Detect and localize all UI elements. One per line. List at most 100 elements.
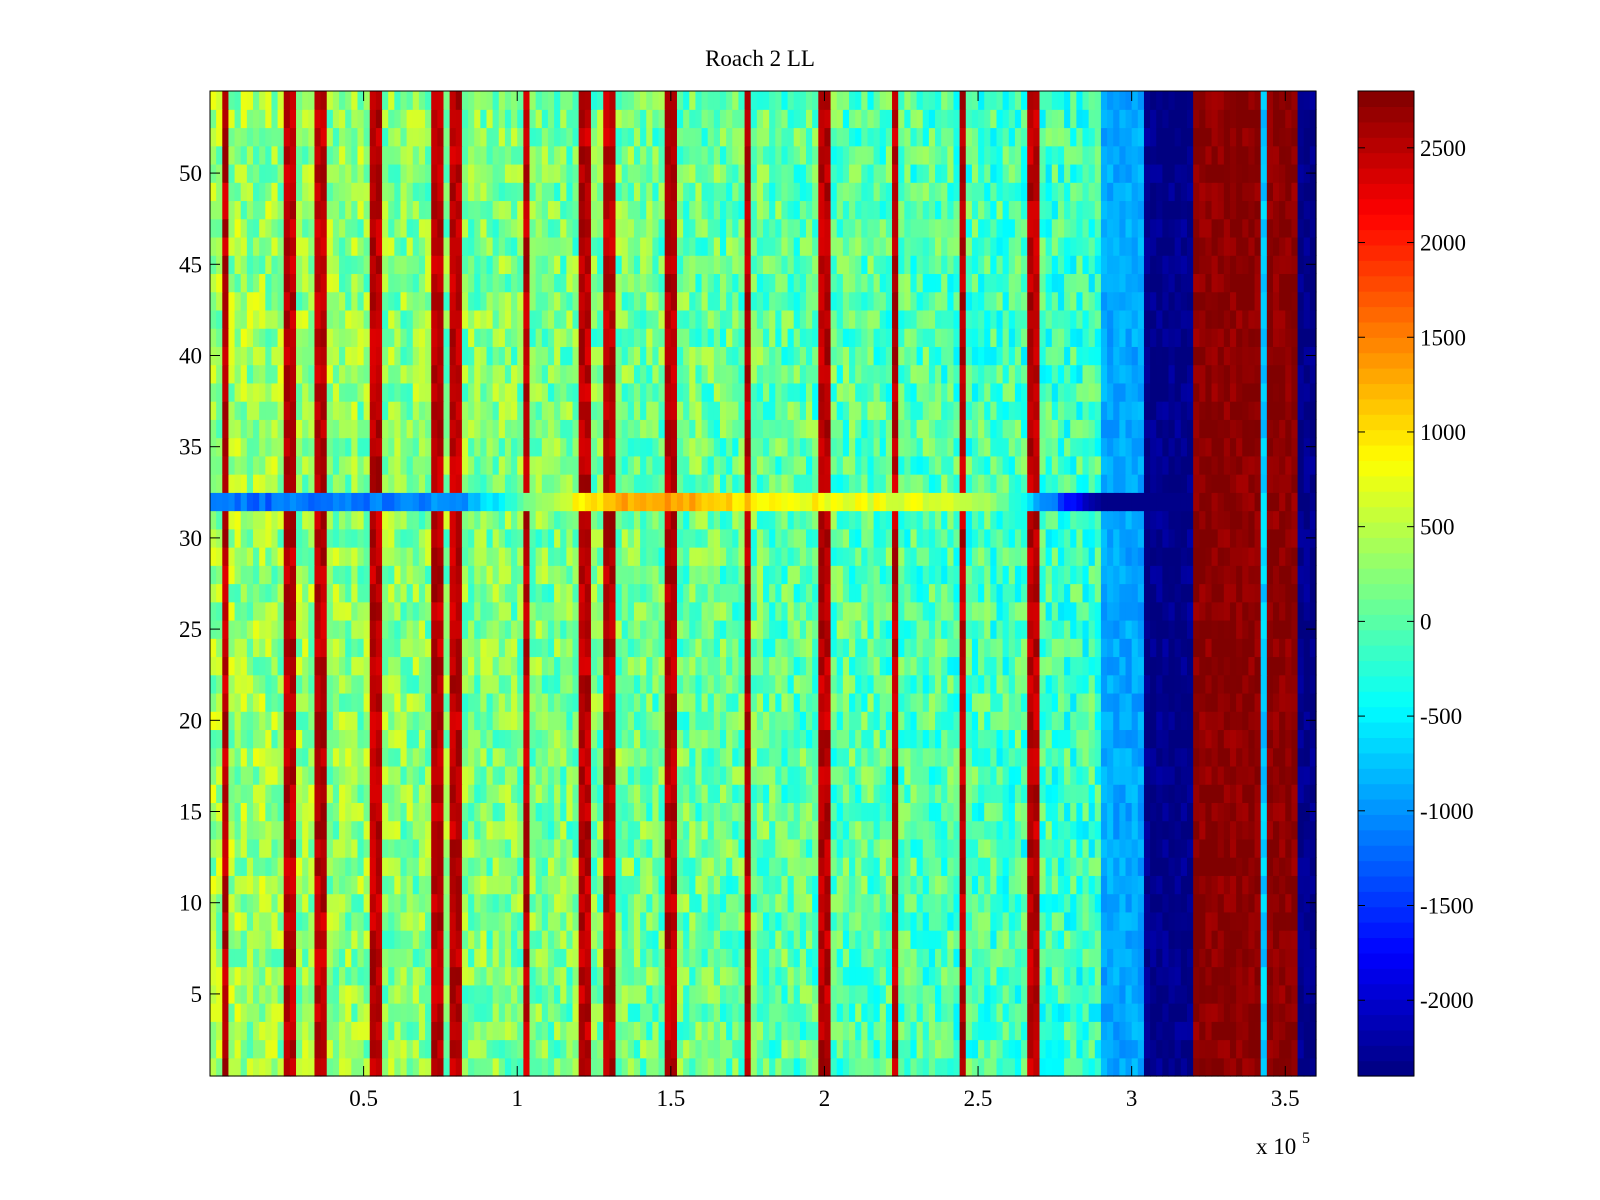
heatmap-cell (1088, 619, 1096, 639)
heatmap-cell (1229, 838, 1237, 858)
heatmap-cell (1205, 911, 1213, 931)
heatmap-cell (904, 619, 912, 639)
heatmap-cell (928, 1039, 936, 1059)
heatmap-cell (253, 656, 260, 676)
heatmap-cell (240, 857, 248, 876)
heatmap-cell (1082, 729, 1090, 749)
heatmap-cell (830, 1057, 838, 1077)
heatmap-cell (572, 1057, 580, 1077)
heatmap-cell (529, 729, 537, 749)
heatmap-cell (431, 1057, 438, 1077)
heatmap-cell (547, 692, 555, 712)
heatmap-cell (1174, 911, 1182, 931)
heatmap-cell (1186, 1039, 1194, 1059)
heatmap-cell (916, 911, 924, 931)
heatmap-cell (603, 711, 610, 731)
heatmap-cell (1168, 857, 1176, 876)
heatmap-cell (597, 565, 604, 585)
heatmap-cell (523, 729, 531, 749)
heatmap-cell (652, 984, 660, 1004)
heatmap-cell (1180, 729, 1188, 749)
heatmap-cell (597, 1021, 604, 1041)
heatmap-cell (910, 656, 918, 676)
heatmap-cell (799, 711, 807, 731)
heatmap-cell (1199, 747, 1206, 767)
heatmap-cell (849, 601, 856, 621)
heatmap-cell (1266, 857, 1274, 876)
heatmap-cell (1279, 930, 1286, 949)
heatmap-cell (1217, 619, 1225, 639)
heatmap-cell (732, 857, 740, 876)
heatmap-cell (910, 1039, 918, 1059)
heatmap-cell (1033, 583, 1041, 603)
heatmap-cell (1070, 838, 1077, 858)
heatmap-cell (474, 820, 481, 840)
heatmap-cell (394, 674, 402, 694)
heatmap-cell (535, 930, 543, 949)
heatmap-cell (1094, 1003, 1102, 1022)
heatmap-cell (1051, 893, 1059, 913)
heatmap-cell (793, 820, 801, 840)
heatmap-cell (529, 893, 537, 913)
heatmap-cell (1008, 893, 1016, 913)
heatmap-cell (824, 1057, 832, 1077)
heatmap-cell (1150, 729, 1157, 749)
heatmap-cell (873, 1057, 881, 1077)
heatmap-cell (271, 619, 279, 639)
heatmap-cell (726, 893, 733, 913)
heatmap-cell (806, 729, 813, 749)
heatmap-cell (1057, 674, 1065, 694)
heatmap-cell (234, 1003, 242, 1022)
heatmap-cell (799, 784, 807, 803)
heatmap-cell (455, 656, 463, 676)
heatmap-cell (277, 729, 285, 749)
heatmap-cell (1051, 802, 1059, 822)
heatmap-cell (898, 948, 905, 968)
heatmap-cell (418, 619, 426, 639)
heatmap-cell (578, 583, 586, 603)
heatmap-cell (1303, 911, 1311, 931)
heatmap-cell (443, 984, 451, 1004)
heatmap-cell (1002, 583, 1010, 603)
heatmap-cell (560, 729, 567, 749)
heatmap-cell (1223, 656, 1231, 676)
heatmap-cell (1260, 747, 1268, 767)
heatmap-cell (904, 838, 912, 858)
heatmap-cell (308, 1039, 316, 1059)
heatmap-cell (1131, 802, 1139, 822)
heatmap-cell (904, 930, 912, 949)
heatmap-cell (1027, 1057, 1034, 1077)
heatmap-cell (351, 984, 359, 1004)
heatmap-cell (775, 838, 783, 858)
heatmap-cell (1113, 1003, 1120, 1022)
heatmap-cell (898, 674, 905, 694)
heatmap-cell (1057, 820, 1065, 840)
heatmap-cell (425, 966, 432, 986)
heatmap-cell (756, 857, 764, 876)
heatmap-cell (1021, 765, 1028, 785)
heatmap-cell (879, 583, 887, 603)
heatmap-cell (1193, 601, 1200, 621)
heatmap-cell (572, 948, 580, 968)
heatmap-cell (259, 1057, 266, 1077)
heatmap-cell (584, 619, 592, 639)
heatmap-cell (1021, 948, 1028, 968)
heatmap-cell (621, 784, 629, 803)
heatmap-cell (892, 1039, 899, 1059)
heatmap-cell (898, 656, 905, 676)
heatmap-cell (1205, 966, 1213, 986)
heatmap-cell (763, 1039, 770, 1059)
heatmap-cell (1236, 656, 1243, 676)
heatmap-cell (1051, 765, 1059, 785)
heatmap-cell (480, 838, 488, 858)
heatmap-cell (726, 948, 733, 968)
heatmap-cell (744, 930, 752, 949)
heatmap-cell (1297, 619, 1305, 639)
heatmap-cell (806, 711, 813, 731)
heatmap-cell (1021, 656, 1028, 676)
heatmap-cell (928, 711, 936, 731)
heatmap-cell (910, 984, 918, 1004)
heatmap-cell (818, 1057, 826, 1077)
heatmap-cell (240, 765, 248, 785)
heatmap-cell (216, 656, 223, 676)
